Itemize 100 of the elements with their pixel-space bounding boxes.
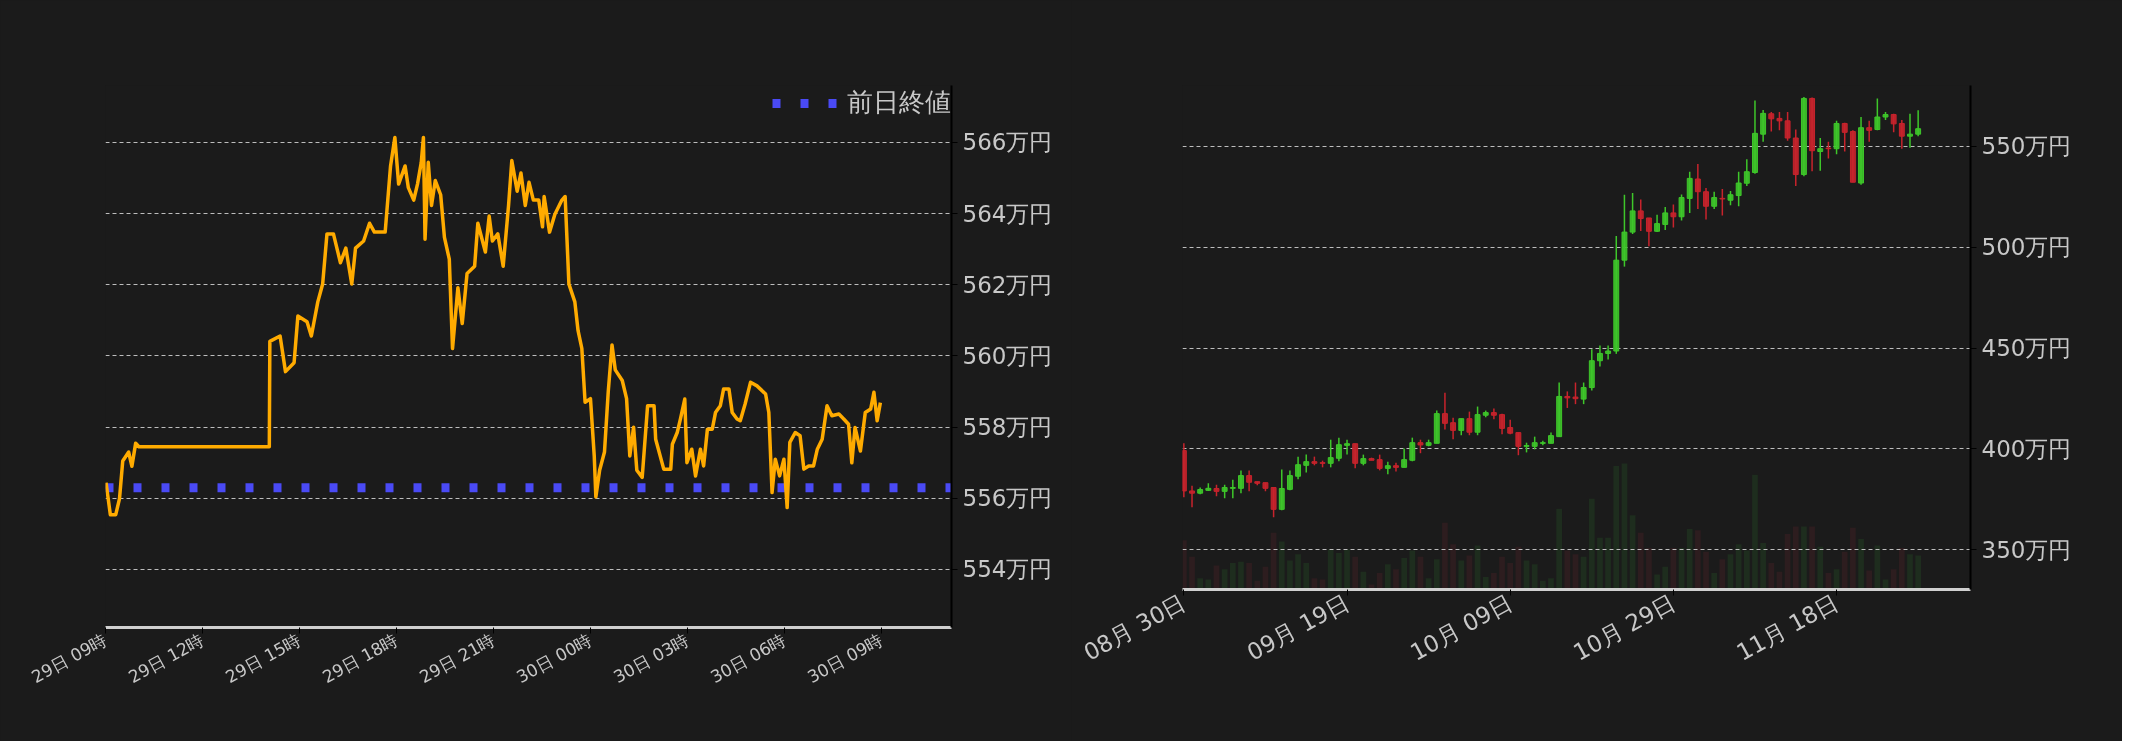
bar [1360,571,1367,590]
bar [1588,498,1595,590]
x-tick-label: 29日 09時 [28,629,111,687]
bar [1564,550,1571,590]
bar [1898,547,1905,590]
x-tick-label: 10月 29日 [1569,589,1680,666]
candlestick [1327,438,1334,469]
candlestick [1344,438,1350,456]
bar [1809,526,1815,590]
bar [1686,529,1693,590]
y-tick-label: 562万円 [962,271,1053,298]
x-tick-label: 30日 09時 [804,629,887,687]
candlestick [1229,478,1236,499]
bar [1531,564,1538,590]
candlestick [1678,193,1685,222]
x-tick-label: 29日 12時 [125,629,208,687]
y-tick-label: 400万円 [1981,435,2072,462]
bar [1792,526,1799,590]
bar [1189,556,1195,590]
bar [1907,554,1913,590]
y-tick-label: 564万円 [962,200,1053,227]
y-tick-label: 550万円 [1981,133,2072,160]
bar [1433,559,1440,590]
bar [1817,546,1824,590]
bar [1850,527,1856,590]
candlestick [1335,436,1342,463]
bar [1507,563,1514,590]
candlestick [1352,442,1359,470]
y-tick-label: 558万円 [962,414,1053,441]
bar [1303,563,1310,590]
candlestick [1238,469,1244,494]
bar [1499,556,1505,590]
bar [1597,537,1603,590]
bar [1458,560,1465,590]
bar [1654,574,1660,590]
y-tick-label: 556万円 [962,485,1053,512]
bar [1327,549,1334,590]
x-tick-label: 11月 18日 [1732,589,1843,666]
x-tick-label: 30日 00時 [513,629,596,687]
bar [1450,544,1456,590]
y-tick-label: 554万円 [962,556,1053,583]
bar [1238,561,1244,590]
bar [1221,569,1228,590]
bar [1711,573,1718,590]
candlestick [1768,111,1775,133]
bar [1752,474,1758,590]
candlestick [1743,158,1750,187]
x-tick-label: 09月 19日 [1242,589,1354,666]
bar [1482,576,1489,590]
bar [1205,579,1212,590]
candlestick [1784,111,1791,142]
bar [1866,570,1873,590]
bar [1743,550,1750,590]
candlestick [1694,163,1701,210]
bar [1703,551,1709,590]
candlestick [1466,410,1473,436]
bar [1336,552,1342,590]
legend-label: 前日終値 [847,86,951,119]
bar [1874,545,1881,590]
y-tick-label: 450万円 [1981,335,2072,361]
bar [1393,569,1399,590]
candlestick [1597,344,1603,368]
candlestick [1401,447,1408,469]
candlestick [1866,120,1873,143]
x-tick-label: 30日 06時 [707,629,790,687]
y-tick-label: 560万円 [962,342,1053,369]
bar [1376,573,1383,590]
candlestick [1898,119,1905,150]
bar [1287,560,1293,590]
candlestick [1295,455,1302,480]
candlestick [1441,391,1448,431]
candlestick [1907,113,1913,149]
bar [1182,540,1187,590]
candlestick [1278,468,1285,512]
bar [1801,526,1807,590]
candlestick [1637,198,1644,232]
candlestick [1474,405,1481,436]
x-tick-label: 29日 21時 [416,629,499,687]
bar [1246,563,1252,590]
candlestick [1629,192,1636,235]
candlestick [1645,217,1652,247]
bar [1442,522,1448,590]
candlestick [1841,121,1848,153]
candlestick [1817,137,1824,172]
bar [1662,566,1669,590]
bar [1760,542,1766,590]
bar [1401,558,1407,590]
bar [1858,539,1864,590]
bar [1605,537,1611,590]
candlestick [1735,170,1742,207]
bar [1637,532,1644,590]
bar [1890,569,1897,590]
candlestick [1189,484,1195,509]
candlestick [1776,111,1783,132]
candlestick [1450,416,1457,441]
bar [1229,563,1236,590]
candlestick [1270,486,1277,518]
candlestick [1719,188,1726,217]
candlestick [1686,170,1693,214]
bar [1197,578,1204,590]
